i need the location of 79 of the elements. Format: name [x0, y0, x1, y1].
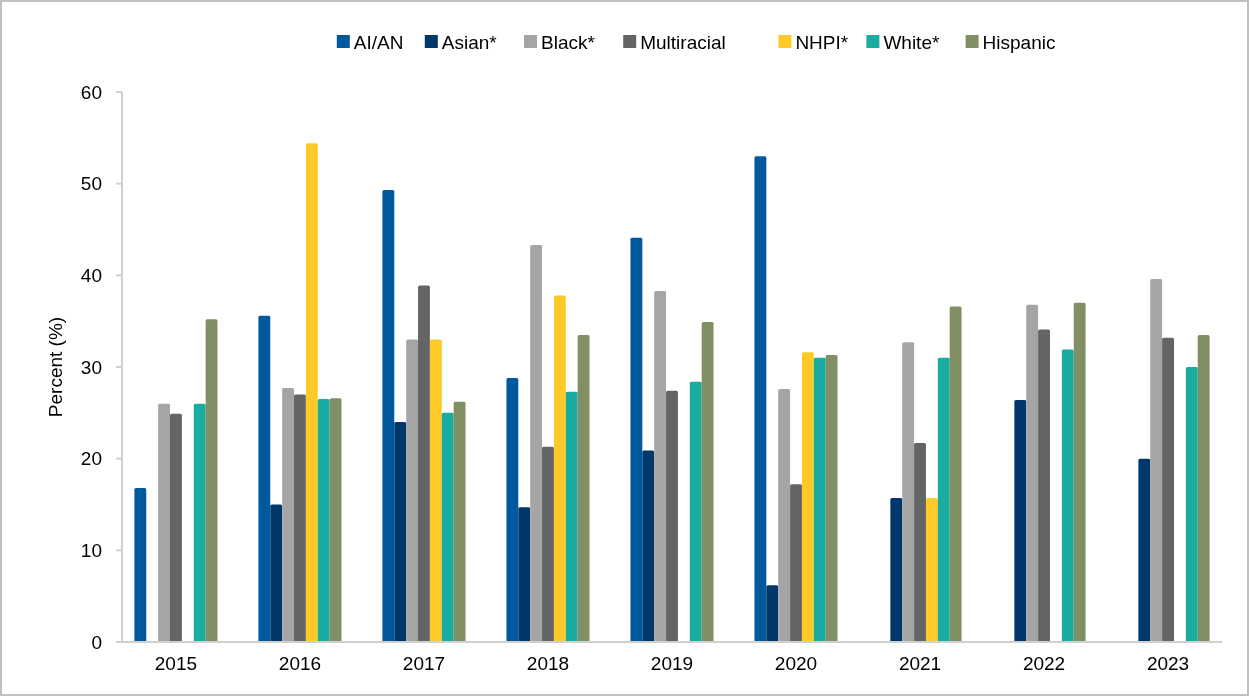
bar: [701, 322, 714, 642]
bar: [902, 342, 915, 642]
bar: [1185, 367, 1198, 642]
y-tick-label: 60: [80, 81, 102, 103]
legend-label: Asian*: [441, 31, 498, 53]
x-tick-label: 2019: [650, 653, 694, 674]
y-tick-label: 10: [80, 539, 102, 561]
bar: [134, 488, 147, 642]
bar: [813, 357, 826, 642]
bar: [205, 319, 218, 642]
bar: [329, 398, 342, 642]
bar: [441, 412, 454, 642]
x-tick-label: 2020: [774, 653, 818, 674]
x-tick-label: 2022: [1022, 653, 1066, 674]
bar: [382, 190, 395, 642]
y-tick-label: 20: [80, 448, 102, 470]
legend-label: Multiracial: [640, 31, 726, 53]
bar: [654, 290, 667, 642]
bar: [937, 357, 950, 642]
bar: [1073, 302, 1086, 642]
bar: [778, 389, 791, 642]
y-tick-label: 40: [80, 264, 102, 286]
x-tick-label: 2016: [278, 653, 322, 674]
bar: [193, 403, 206, 642]
bar: [530, 245, 543, 642]
bar: [317, 399, 330, 642]
bar: [825, 355, 838, 642]
x-tick-label: 2017: [402, 653, 446, 674]
bar: [914, 443, 926, 642]
bar: [553, 295, 566, 642]
bar: [518, 507, 531, 642]
bar: [394, 422, 407, 642]
bar: [577, 334, 590, 642]
x-tick-label: 2021: [898, 653, 942, 674]
bar: [1014, 400, 1027, 642]
x-tick-label: 2018: [526, 653, 570, 674]
bar: [1162, 337, 1174, 642]
x-tick-label: 2015: [154, 653, 198, 674]
bar: [305, 143, 318, 642]
bar: [282, 388, 295, 642]
bar: [949, 306, 962, 642]
bar: [630, 237, 643, 642]
y-tick-label: 30: [80, 356, 102, 378]
bar: [1138, 458, 1151, 642]
legend-label: White*: [883, 31, 940, 53]
bar: [565, 391, 578, 642]
bar: [1026, 304, 1039, 642]
x-tick-label: 2023: [1146, 653, 1190, 674]
bar: [542, 446, 554, 642]
y-tick-label: 0: [91, 631, 102, 653]
bar: [258, 315, 271, 642]
legend-label: Black*: [541, 31, 596, 53]
bar: [1038, 329, 1050, 642]
bar: [890, 498, 903, 642]
legend-label: AI/AN: [353, 31, 404, 53]
bar: [689, 381, 702, 642]
bar: [754, 156, 767, 642]
bar: [270, 504, 283, 642]
bar: [158, 403, 171, 642]
bar: [418, 285, 430, 642]
bar: [642, 450, 655, 642]
bar: [429, 339, 442, 642]
bar: [1197, 334, 1210, 642]
bar: [801, 352, 814, 642]
bar: [170, 413, 182, 642]
bar: [790, 484, 802, 642]
bar: [925, 498, 938, 642]
y-tick-label: 50: [80, 173, 102, 195]
bar: [1061, 349, 1074, 642]
bar: [294, 394, 306, 642]
legend-label: Hispanic: [982, 31, 1056, 53]
bar: [406, 339, 419, 642]
bar: [666, 390, 678, 642]
legend-label: NHPI*: [795, 31, 849, 53]
y-axis-title: Percent (%): [45, 316, 66, 418]
bar: [506, 378, 519, 642]
bar: [453, 401, 466, 642]
bar: [1150, 279, 1163, 642]
bar: [766, 585, 779, 642]
